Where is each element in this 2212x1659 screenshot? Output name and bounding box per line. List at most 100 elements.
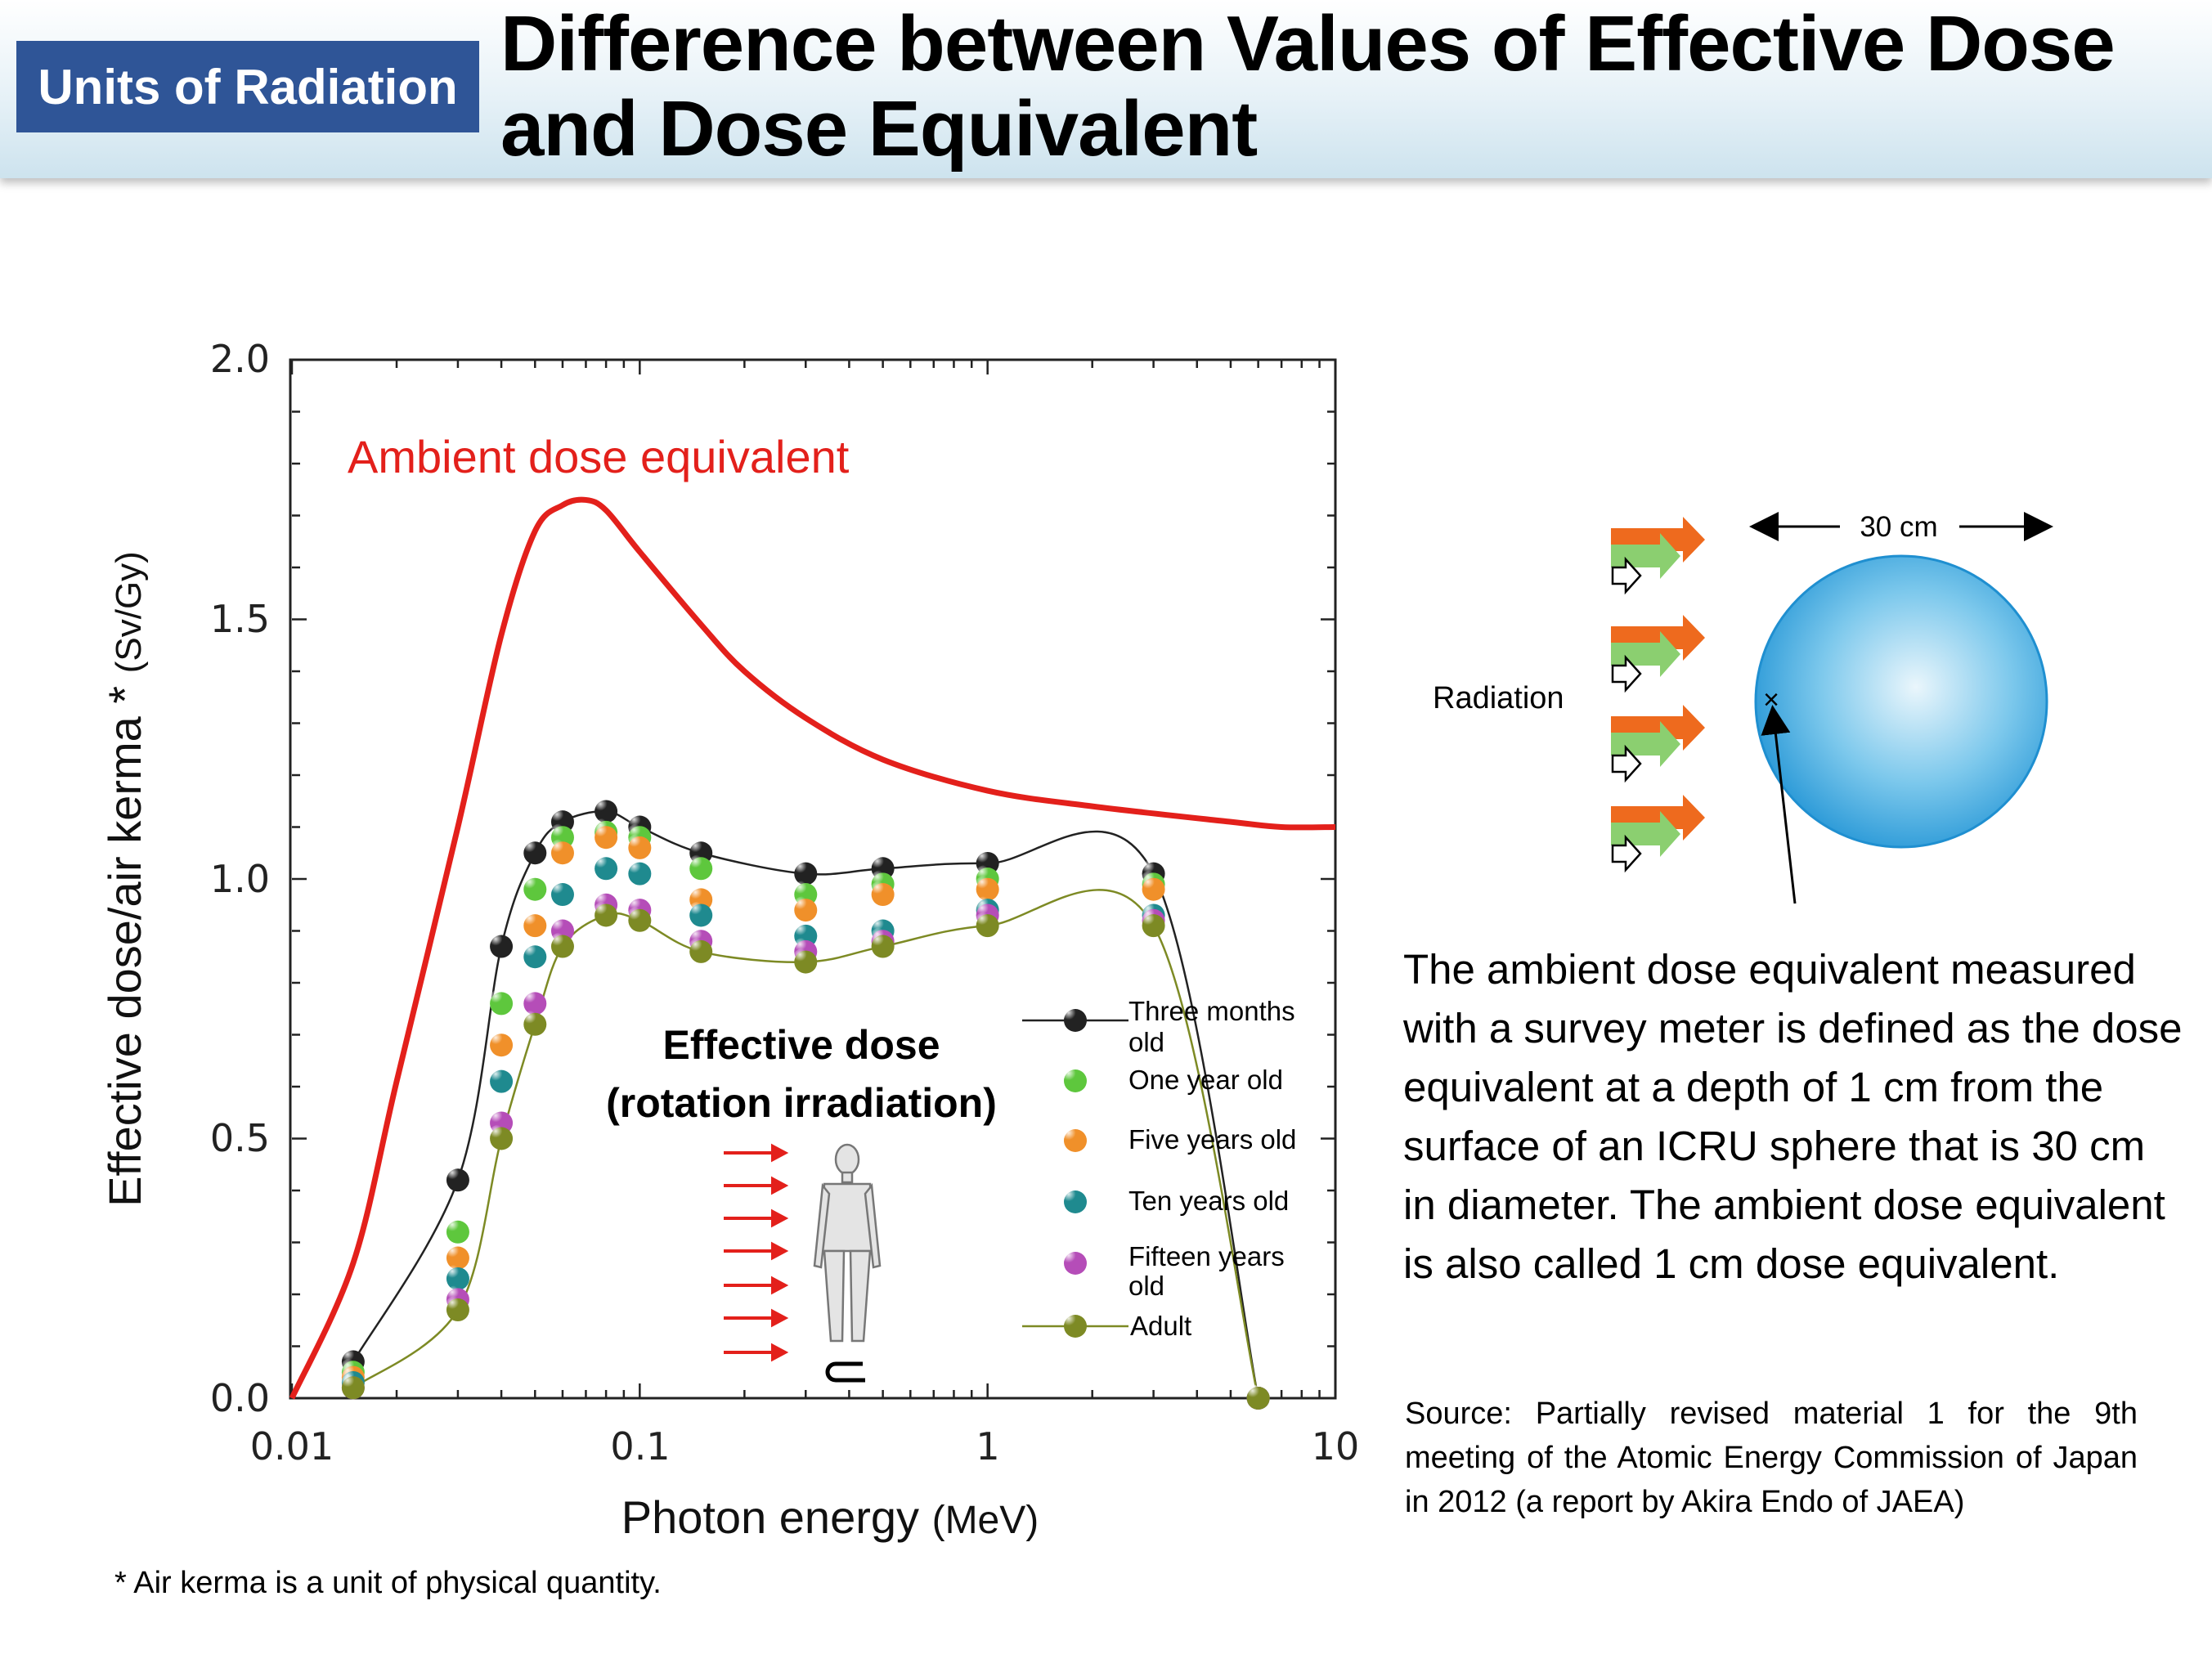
legend-label: One year old bbox=[1128, 1065, 1283, 1095]
data-point-highlight bbox=[792, 948, 814, 970]
radiation-arrow-icon bbox=[1611, 705, 1705, 783]
data-point-highlight bbox=[1245, 1384, 1267, 1406]
data-point-highlight bbox=[549, 839, 571, 861]
radiation-label: Radiation bbox=[1433, 681, 1564, 715]
data-point-highlight bbox=[688, 886, 710, 908]
legend-label-line: Fifteen years bbox=[1128, 1241, 1285, 1271]
data-point-highlight bbox=[626, 833, 648, 855]
effective-dose-sublabel: (rotation irradiation) bbox=[606, 1080, 997, 1126]
data-point-highlight bbox=[444, 1166, 466, 1188]
data-point-highlight bbox=[488, 989, 510, 1011]
data-point-highlight bbox=[488, 1124, 510, 1146]
data-point-highlight bbox=[522, 875, 544, 897]
diameter-label: 30 cm bbox=[1860, 511, 1937, 543]
data-point-highlight bbox=[549, 881, 571, 903]
data-point-highlight bbox=[522, 912, 544, 934]
data-point-highlight bbox=[626, 859, 648, 881]
legend-label: Three months old bbox=[1128, 996, 1303, 1057]
data-point-highlight bbox=[869, 881, 891, 903]
irradiation-illustration bbox=[724, 1143, 882, 1383]
data-point-highlight bbox=[522, 1010, 544, 1032]
data-point-highlight bbox=[869, 854, 891, 877]
legend-label: Five years old bbox=[1128, 1124, 1296, 1155]
legend-label-line: old bbox=[1128, 1271, 1164, 1301]
white-arrow-icon bbox=[1611, 654, 1642, 693]
y-axis-title: Effective dose/air kerma * (Sv/Gy) bbox=[99, 551, 150, 1207]
data-point-highlight bbox=[339, 1374, 361, 1396]
icru-sphere bbox=[1754, 554, 2048, 849]
y-tick-label: 1.5 bbox=[210, 597, 270, 641]
footnote: * Air kerma is a unit of physical quanti… bbox=[114, 1566, 662, 1600]
red-arrow-icon bbox=[724, 1143, 789, 1362]
data-point-highlight bbox=[522, 839, 544, 861]
white-arrow-icon bbox=[1611, 744, 1642, 783]
description-text: The ambient dose equivalent measured wit… bbox=[1403, 946, 2183, 1287]
pointer-line bbox=[1761, 705, 1797, 904]
data-point-highlight bbox=[488, 1109, 510, 1131]
data-point-highlight bbox=[869, 932, 891, 954]
data-point-highlight bbox=[1140, 912, 1162, 934]
data-point-highlight bbox=[593, 797, 615, 819]
x-axis-title: Photon energy (MeV) bbox=[621, 1491, 1039, 1543]
legend-label-line: old bbox=[1128, 1027, 1164, 1057]
data-point-highlight bbox=[488, 932, 510, 954]
data-point-highlight bbox=[444, 1217, 466, 1240]
human-body-icon bbox=[813, 1143, 882, 1343]
data-point-highlight bbox=[792, 896, 814, 918]
category-badge: Units of Radiation bbox=[16, 41, 479, 132]
data-point-highlight bbox=[974, 849, 996, 871]
data-point-highlight bbox=[522, 989, 544, 1011]
data-point-highlight bbox=[792, 921, 814, 944]
data-point-highlight bbox=[593, 823, 615, 845]
axis-ticks bbox=[290, 358, 1335, 1400]
data-point-highlight bbox=[488, 1031, 510, 1053]
data-point-highlight bbox=[792, 859, 814, 881]
legend-label: Ten years old bbox=[1128, 1186, 1289, 1216]
white-arrow-icon bbox=[1611, 556, 1642, 595]
radiation-arrow-icon bbox=[1611, 615, 1705, 693]
header-banner: Units of Radiation Difference between Va… bbox=[0, 0, 2212, 178]
radiation-arrow-icon bbox=[1611, 795, 1705, 873]
x-tick-label: 10 bbox=[1312, 1424, 1360, 1468]
data-point-highlight bbox=[549, 823, 571, 845]
x-tick-label: 0.1 bbox=[610, 1424, 670, 1468]
data-point-highlight bbox=[444, 1264, 466, 1286]
legend-label: Fifteen years old bbox=[1128, 1241, 1292, 1301]
effective-dose-label: Effective dose bbox=[662, 1022, 940, 1068]
source-citation: Source: Partially revised material 1 for… bbox=[1405, 1397, 2138, 1519]
icru-sphere-diagram: × 30 cm Radiation bbox=[1433, 511, 2053, 904]
legend: Three months old One year old Five years… bbox=[1022, 996, 1303, 1341]
data-point-highlight bbox=[688, 937, 710, 959]
data-point-highlight bbox=[488, 1067, 510, 1089]
data-point-highlight bbox=[1140, 875, 1162, 897]
legend-label-line: Three months bbox=[1128, 996, 1295, 1026]
ambient-dose-curve bbox=[289, 496, 1336, 1400]
x-tick-label: 1 bbox=[976, 1424, 999, 1468]
data-point-highlight bbox=[549, 808, 571, 830]
data-point-highlight bbox=[593, 854, 615, 877]
sphere-center-mark: × bbox=[1763, 684, 1779, 715]
series-line bbox=[352, 810, 1259, 1399]
rotation-icon bbox=[825, 1361, 865, 1383]
data-point-highlight bbox=[974, 875, 996, 897]
ambient-curve-label: Ambient dose equivalent bbox=[348, 431, 850, 482]
data-point-highlight bbox=[522, 943, 544, 965]
y-tick-label: 0.5 bbox=[210, 1116, 270, 1160]
data-point-highlight bbox=[688, 901, 710, 923]
radiation-arrow-icon bbox=[1611, 517, 1705, 595]
data-point-highlight bbox=[549, 917, 571, 939]
data-point-highlight bbox=[444, 1244, 466, 1266]
y-tick-label: 0.0 bbox=[210, 1376, 270, 1420]
legend-label: Adult bbox=[1130, 1311, 1191, 1341]
data-point-highlight bbox=[626, 906, 648, 928]
data-point-highlight bbox=[792, 881, 814, 903]
x-tick-label: 0.01 bbox=[250, 1424, 334, 1468]
y-tick-label: 2.0 bbox=[210, 337, 270, 381]
white-arrow-icon bbox=[1611, 834, 1642, 873]
page-title: Difference between Values of Effective D… bbox=[500, 0, 2116, 173]
y-tick-label: 1.0 bbox=[210, 857, 270, 901]
data-point-highlight bbox=[688, 854, 710, 877]
data-point-highlight bbox=[593, 901, 615, 923]
data-point-highlight bbox=[688, 839, 710, 861]
